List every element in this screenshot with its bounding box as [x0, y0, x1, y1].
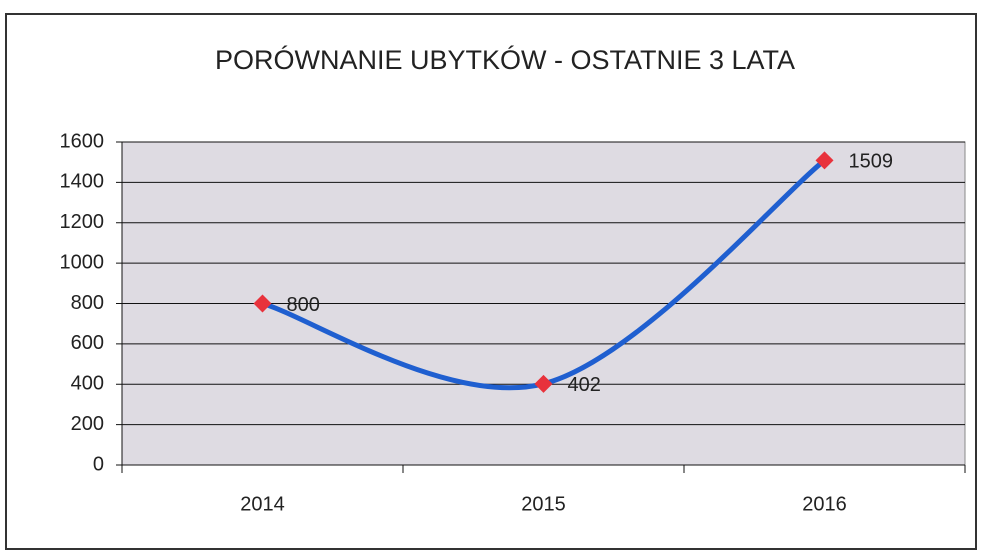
y-tick-label: 1400 [60, 171, 105, 193]
y-tick-label: 200 [71, 413, 104, 435]
data-label: 402 [568, 374, 601, 396]
marker [534, 374, 553, 393]
chart-title: PORÓWNANIE UBYTKÓW - OSTATNIE 3 LATA [215, 44, 795, 75]
y-tick-label: 600 [71, 332, 104, 354]
y-tick-label: 1000 [60, 251, 105, 273]
marker [815, 151, 834, 170]
marker [253, 294, 272, 313]
y-tick-label: 800 [71, 292, 104, 314]
y-tick-label: 1200 [60, 211, 105, 233]
y-tick-label: 1600 [60, 130, 105, 152]
x-tick-label: 2014 [240, 493, 285, 515]
x-tick-label: 2015 [521, 493, 566, 515]
data-label: 800 [287, 294, 320, 316]
x-tick-label: 2016 [802, 493, 847, 515]
y-tick-label: 0 [93, 453, 104, 475]
y-tick-label: 400 [71, 373, 104, 395]
data-label: 1509 [849, 151, 894, 173]
